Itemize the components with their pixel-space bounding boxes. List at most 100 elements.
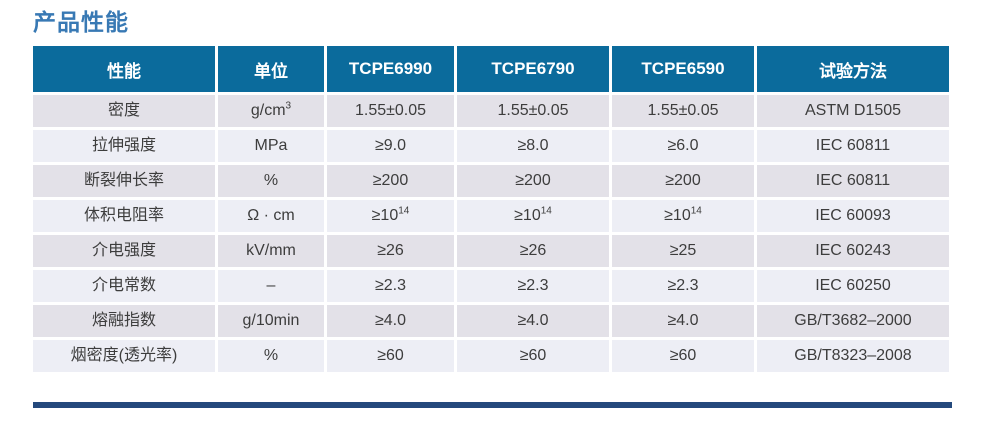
table-row: 熔融指数 g/10min ≥4.0 ≥4.0 ≥4.0 GB/T3682–2000 bbox=[30, 302, 952, 340]
cell-test-method: IEC 60811 bbox=[754, 127, 952, 165]
cell-property: 熔融指数 bbox=[30, 302, 218, 340]
cell-tcpe6790: ≥1014 bbox=[454, 197, 612, 235]
cell-text: IEC 60093 bbox=[815, 207, 891, 224]
cell-text: g/cm bbox=[250, 102, 286, 119]
cell-text: IEC 60243 bbox=[815, 242, 891, 259]
page-title: 产品性能 bbox=[33, 9, 129, 35]
cell-tcpe6790: ≥2.3 bbox=[454, 267, 612, 305]
cell-text: ≥26 bbox=[519, 242, 547, 259]
cell-text: ≥200 bbox=[665, 172, 701, 189]
cell-text: – bbox=[266, 277, 276, 294]
cell-tcpe6590: ≥25 bbox=[609, 232, 757, 270]
cell-test-method: IEC 60250 bbox=[754, 267, 952, 305]
cell-tcpe6990: ≥60 bbox=[324, 337, 457, 375]
table-bottom-accent-bar bbox=[33, 402, 952, 408]
cell-text: GB/T3682–2000 bbox=[794, 312, 912, 329]
cell-unit: % bbox=[215, 162, 327, 200]
cell-text: ≥200 bbox=[372, 172, 409, 189]
cell-text: ≥2.3 bbox=[517, 277, 549, 294]
cell-text: ≥10 bbox=[371, 207, 399, 224]
cell-tcpe6990: ≥2.3 bbox=[324, 267, 457, 305]
cell-text: Ω · cm bbox=[247, 207, 295, 224]
cell-text: 1.55±0.05 bbox=[354, 102, 427, 119]
header-tcpe6790: TCPE6790 bbox=[454, 43, 612, 95]
header-property: 性能 bbox=[30, 43, 218, 95]
table-row: 体积电阻率 Ω · cm ≥1014 ≥1014 ≥1014 IEC 60093 bbox=[30, 197, 952, 235]
cell-text: ≥4.0 bbox=[374, 312, 407, 329]
cell-tcpe6590: ≥6.0 bbox=[609, 127, 757, 165]
cell-unit: MPa bbox=[215, 127, 327, 165]
cell-text: ≥6.0 bbox=[667, 137, 699, 154]
cell-tcpe6790: ≥8.0 bbox=[454, 127, 612, 165]
cell-property: 断裂伸长率 bbox=[30, 162, 218, 200]
cell-unit: – bbox=[215, 267, 327, 305]
cell-text: 断裂伸长率 bbox=[83, 172, 164, 189]
cell-text: ≥10 bbox=[664, 207, 691, 224]
cell-property: 烟密度(透光率) bbox=[30, 337, 218, 375]
cell-tcpe6790: ≥60 bbox=[454, 337, 612, 375]
cell-text: GB/T8323–2008 bbox=[794, 347, 912, 364]
cell-text: ASTM D1505 bbox=[804, 102, 902, 119]
cell-tcpe6590: ≥200 bbox=[609, 162, 757, 200]
cell-test-method: IEC 60093 bbox=[754, 197, 952, 235]
cell-text: ≥2.3 bbox=[667, 277, 699, 294]
cell-text: ≥4.0 bbox=[667, 312, 699, 329]
cell-tcpe6790: ≥26 bbox=[454, 232, 612, 270]
cell-property: 体积电阻率 bbox=[30, 197, 218, 235]
cell-text: ≥25 bbox=[669, 242, 697, 259]
cell-tcpe6990: ≥1014 bbox=[324, 197, 457, 235]
cell-text: ≥60 bbox=[377, 347, 404, 364]
cell-superscript: 14 bbox=[398, 205, 410, 217]
cell-property: 密度 bbox=[30, 92, 218, 130]
cell-text: ≥2.3 bbox=[374, 277, 407, 294]
cell-unit: kV/mm bbox=[215, 232, 327, 270]
cell-property: 介电强度 bbox=[30, 232, 218, 270]
cell-text: 烟密度(透光率) bbox=[70, 347, 178, 364]
cell-property: 拉伸强度 bbox=[30, 127, 218, 165]
cell-text: ≥26 bbox=[377, 242, 404, 259]
cell-tcpe6590: ≥60 bbox=[609, 337, 757, 375]
cell-test-method: GB/T8323–2008 bbox=[754, 337, 952, 375]
cell-tcpe6590: 1.55±0.05 bbox=[609, 92, 757, 130]
header-unit: 单位 bbox=[215, 43, 327, 95]
header-test-method: 试验方法 bbox=[754, 43, 952, 95]
cell-text: % bbox=[263, 172, 279, 189]
cell-text: IEC 60811 bbox=[815, 137, 891, 154]
cell-tcpe6590: ≥4.0 bbox=[609, 302, 757, 340]
table-row: 介电常数 – ≥2.3 ≥2.3 ≥2.3 IEC 60250 bbox=[30, 267, 952, 305]
cell-tcpe6590: ≥2.3 bbox=[609, 267, 757, 305]
cell-text: % bbox=[263, 347, 279, 364]
cell-test-method: IEC 60811 bbox=[754, 162, 952, 200]
cell-text: ≥60 bbox=[519, 347, 547, 364]
cell-tcpe6790: ≥4.0 bbox=[454, 302, 612, 340]
cell-property: 介电常数 bbox=[30, 267, 218, 305]
cell-unit: g/10min bbox=[215, 302, 327, 340]
cell-unit: % bbox=[215, 337, 327, 375]
cell-test-method: ASTM D1505 bbox=[754, 92, 952, 130]
header-row: 性能 单位 TCPE6990 TCPE6790 TCPE6590 试验方法 bbox=[30, 43, 952, 95]
table-row: 密度 g/cm3 1.55±0.05 1.55±0.05 1.55±0.05 ASTM D… bbox=[30, 92, 952, 130]
cell-text: 介电强度 bbox=[91, 242, 156, 259]
cell-superscript: 14 bbox=[690, 205, 702, 217]
cell-text: 体积电阻率 bbox=[83, 207, 164, 224]
cell-text: 密度 bbox=[107, 102, 140, 119]
cell-text: 1.55±0.05 bbox=[497, 102, 569, 119]
table-row: 介电强度 kV/mm ≥26 ≥26 ≥25 IEC 60243 bbox=[30, 232, 952, 270]
cell-text: IEC 60250 bbox=[815, 277, 891, 294]
cell-unit: g/cm3 bbox=[215, 92, 327, 130]
cell-text: 拉伸强度 bbox=[91, 137, 156, 154]
cell-text: kV/mm bbox=[246, 242, 296, 259]
cell-text: ≥8.0 bbox=[517, 137, 549, 154]
cell-tcpe6990: ≥200 bbox=[324, 162, 457, 200]
product-performance-table: 性能 单位 TCPE6990 TCPE6790 TCPE6590 试验方法 密度… bbox=[30, 43, 952, 375]
cell-text: 1.55±0.05 bbox=[647, 102, 719, 119]
header-tcpe6990: TCPE6990 bbox=[324, 43, 457, 95]
table-row: 断裂伸长率% ≥200 ≥200 ≥200 IEC 60811 bbox=[30, 162, 952, 200]
cell-text: ≥4.0 bbox=[517, 312, 549, 329]
cell-test-method: GB/T3682–2000 bbox=[754, 302, 952, 340]
cell-text: ≥200 bbox=[515, 172, 551, 189]
cell-superscript: 3 bbox=[285, 100, 292, 112]
cell-test-method: IEC 60243 bbox=[754, 232, 952, 270]
cell-unit: Ω · cm bbox=[215, 197, 327, 235]
